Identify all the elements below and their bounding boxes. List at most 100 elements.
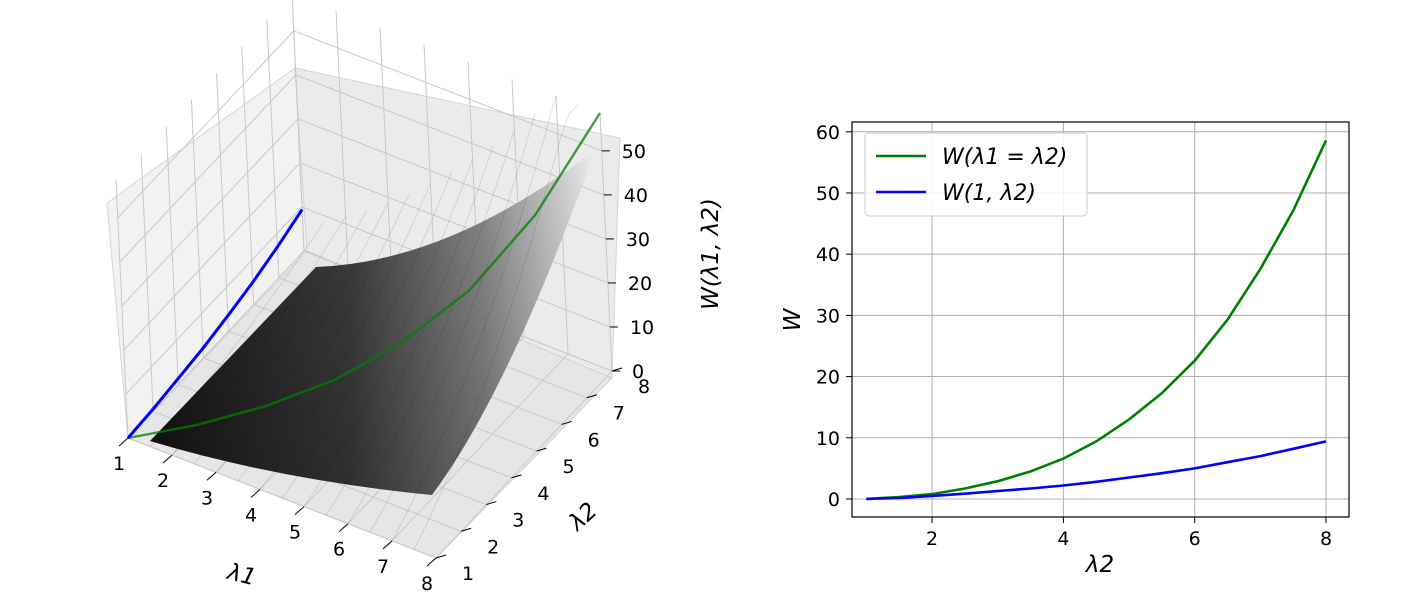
surface xyxy=(149,95,595,550)
y-tick-3d xyxy=(561,420,572,425)
series-line-3d-green xyxy=(127,112,602,440)
side-gridline-z xyxy=(119,74,297,263)
legend-label-green: W(λ1 = λ2) xyxy=(942,145,1067,170)
side-gridline-y xyxy=(140,153,154,412)
x-tick-3d xyxy=(250,489,261,498)
ticks-2d: 2 4 6 8 0 10 20 30 40 50 60 xyxy=(816,122,1332,550)
z-axis-label-3d: W(λ1, λ2) xyxy=(698,198,724,310)
back-gridline-x xyxy=(599,112,613,372)
z-tick-label-3d: 50 xyxy=(622,141,646,163)
x-tick-label-3d: 3 xyxy=(201,487,213,509)
y-tick-label-3d: 6 xyxy=(588,429,600,451)
side-gridline-y xyxy=(266,19,280,278)
y-tick-3d xyxy=(460,527,472,532)
y-tick-label: 50 xyxy=(816,183,840,205)
y-axis-label: W xyxy=(780,307,806,331)
x-tick-3d xyxy=(426,557,437,567)
x-tick-3d xyxy=(206,471,217,481)
y-axis-label-3d: λ2 xyxy=(563,498,603,538)
side-gridline-y xyxy=(115,179,129,439)
back-gridline-z xyxy=(299,162,609,284)
x-axis-label: λ2 xyxy=(1084,552,1114,578)
y-tick-label-3d: 2 xyxy=(487,536,499,558)
series-line-green xyxy=(866,139,1328,501)
z-tick-label-3d: 10 xyxy=(630,317,654,339)
x-tick-3d xyxy=(382,540,393,550)
x-tick-3d xyxy=(118,437,129,447)
x-tick-label-3d: 2 xyxy=(157,470,169,492)
mesh-line xyxy=(259,183,431,490)
side-gridline-z xyxy=(117,30,295,219)
mesh-line xyxy=(369,113,536,533)
side-gridline-z xyxy=(125,206,303,395)
y-tick-3d xyxy=(586,394,598,399)
y-tick-3d xyxy=(435,554,447,559)
mesh-line xyxy=(149,221,325,447)
mesh-line xyxy=(171,216,346,456)
x-tick-3d xyxy=(338,523,349,533)
y-tick-label-3d: 4 xyxy=(537,483,549,505)
legend-label-blue: W(1, λ2) xyxy=(942,181,1036,206)
back-gridline-x xyxy=(379,27,393,286)
back-gridline-z xyxy=(295,74,604,196)
legend: W(λ1 = λ2) W(1, λ2) xyxy=(864,132,1088,217)
legend-frame xyxy=(864,132,1088,217)
x-tick-3d xyxy=(294,506,305,515)
y-tick-label-3d: 3 xyxy=(512,510,524,532)
y-tick-label: 0 xyxy=(828,489,840,511)
x-tick-label-3d: 1 xyxy=(113,453,125,475)
y-tick-label: 30 xyxy=(816,305,840,327)
floor-gridline-y xyxy=(127,437,437,559)
x-tick-label-3d: 6 xyxy=(333,539,345,561)
back-gridline-x xyxy=(335,10,349,269)
mesh-line xyxy=(193,209,368,464)
mesh-line xyxy=(237,193,410,482)
y-tick-label: 10 xyxy=(816,428,840,450)
z-tick-label-3d: 20 xyxy=(628,273,652,295)
y-tick-3d xyxy=(486,501,497,506)
surface-shade xyxy=(150,150,595,495)
y-tick-3d xyxy=(536,447,547,452)
z-tick-label-3d: 0 xyxy=(632,361,644,383)
mesh-line xyxy=(413,104,579,550)
plot-frame xyxy=(851,121,1350,518)
mesh-line xyxy=(303,159,473,507)
side-gridline-y xyxy=(241,46,255,305)
side-gridline-z xyxy=(123,162,301,351)
floor-gridline-x xyxy=(391,353,569,542)
back-gridline-z xyxy=(293,30,602,152)
side-gridline-y xyxy=(291,0,305,252)
side-gridline-y xyxy=(165,126,179,385)
x-tick-label-3d: 5 xyxy=(289,522,301,544)
floor-gridline-x xyxy=(435,370,613,559)
x-tick-label-3d: 4 xyxy=(245,504,257,526)
mesh-line xyxy=(325,145,494,516)
y-tick-label-3d: 8 xyxy=(638,376,650,398)
x-axis-label-3d: λ1 xyxy=(223,559,259,592)
x-tick-label: 4 xyxy=(1057,528,1069,550)
z-tick-label-3d: 30 xyxy=(626,229,650,251)
x-tick-label-3d: 8 xyxy=(421,573,433,595)
mesh-line xyxy=(347,129,515,524)
series-line-3d-blue xyxy=(126,208,304,439)
side-gridline-y xyxy=(216,73,230,332)
x-tick-label: 2 xyxy=(926,528,938,550)
x-tick-label: 8 xyxy=(1320,528,1332,550)
z-tick-label-3d: 40 xyxy=(624,185,648,207)
x-tick-label: 6 xyxy=(1189,528,1201,550)
surface-mesh xyxy=(149,95,579,550)
side-gridline-z xyxy=(121,118,299,307)
y-tick-label: 40 xyxy=(816,244,840,266)
side-gridline-z xyxy=(127,250,305,439)
y-tick-label: 20 xyxy=(816,367,840,389)
y-tick-label-3d: 7 xyxy=(613,403,625,425)
y-tick-label-3d: 1 xyxy=(462,563,474,585)
line-plot: 2 4 6 8 0 10 20 30 40 50 60 λ2 W W(λ1 = λ2) W(1, λ… xyxy=(780,121,1350,578)
series-line-blue xyxy=(866,440,1327,501)
mesh-line xyxy=(215,202,389,473)
mesh-line xyxy=(281,171,452,499)
y-tick-label: 60 xyxy=(816,122,840,144)
y-tick-label-3d: 5 xyxy=(563,456,575,478)
